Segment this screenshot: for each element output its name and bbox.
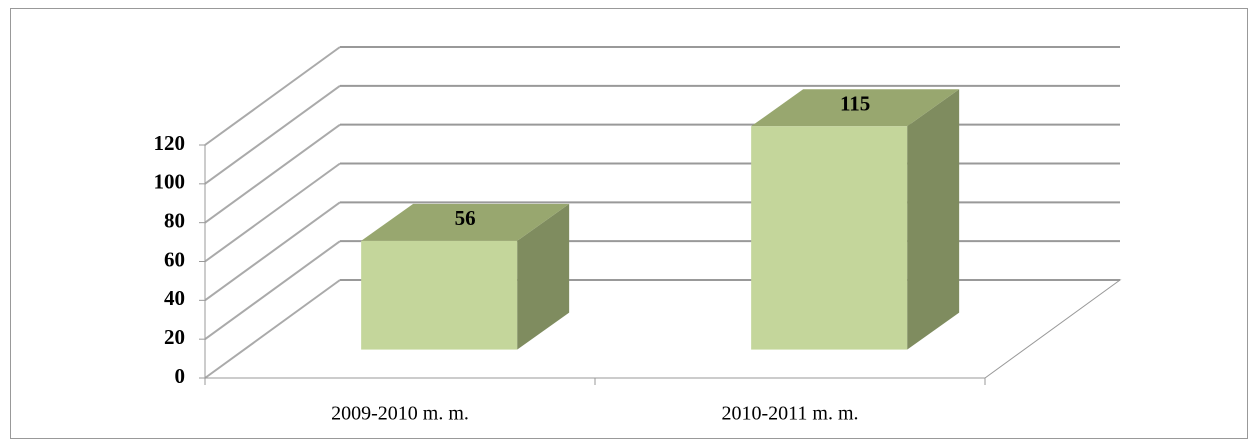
side-grid-line bbox=[204, 46, 341, 146]
x-tick-label: 2009-2010 m. m. bbox=[331, 403, 469, 425]
bar-top bbox=[361, 203, 570, 241]
floor bbox=[203, 279, 1122, 379]
side-grid-line bbox=[204, 279, 341, 379]
bar bbox=[751, 126, 908, 350]
y-tick-label: 100 bbox=[154, 170, 186, 194]
y-tick-label: 40 bbox=[164, 286, 185, 310]
plot-area: 0 20 40 60 80 100 120 2009-2010 m. m. 56 2010-201… bbox=[154, 46, 1122, 425]
side-grid-line bbox=[204, 201, 341, 302]
side-grid-line bbox=[204, 240, 341, 340]
side-grid-line bbox=[204, 162, 341, 263]
y-tick-label: 120 bbox=[154, 131, 186, 155]
value-label: 56 bbox=[455, 206, 476, 230]
bar-side bbox=[907, 89, 960, 350]
y-tick-label: 20 bbox=[164, 325, 185, 349]
bar bbox=[361, 240, 518, 350]
side-grid-line bbox=[204, 123, 341, 224]
bar-top bbox=[751, 89, 960, 127]
side-grid-line bbox=[204, 85, 341, 185]
value-label: 115 bbox=[840, 92, 870, 116]
y-tick-label: 80 bbox=[164, 208, 185, 232]
bar-side bbox=[517, 203, 570, 350]
x-tick-label: 2010-2011 m. m. bbox=[721, 403, 858, 425]
y-tick-label: 0 bbox=[175, 364, 186, 388]
y-tick-label: 60 bbox=[164, 247, 185, 271]
